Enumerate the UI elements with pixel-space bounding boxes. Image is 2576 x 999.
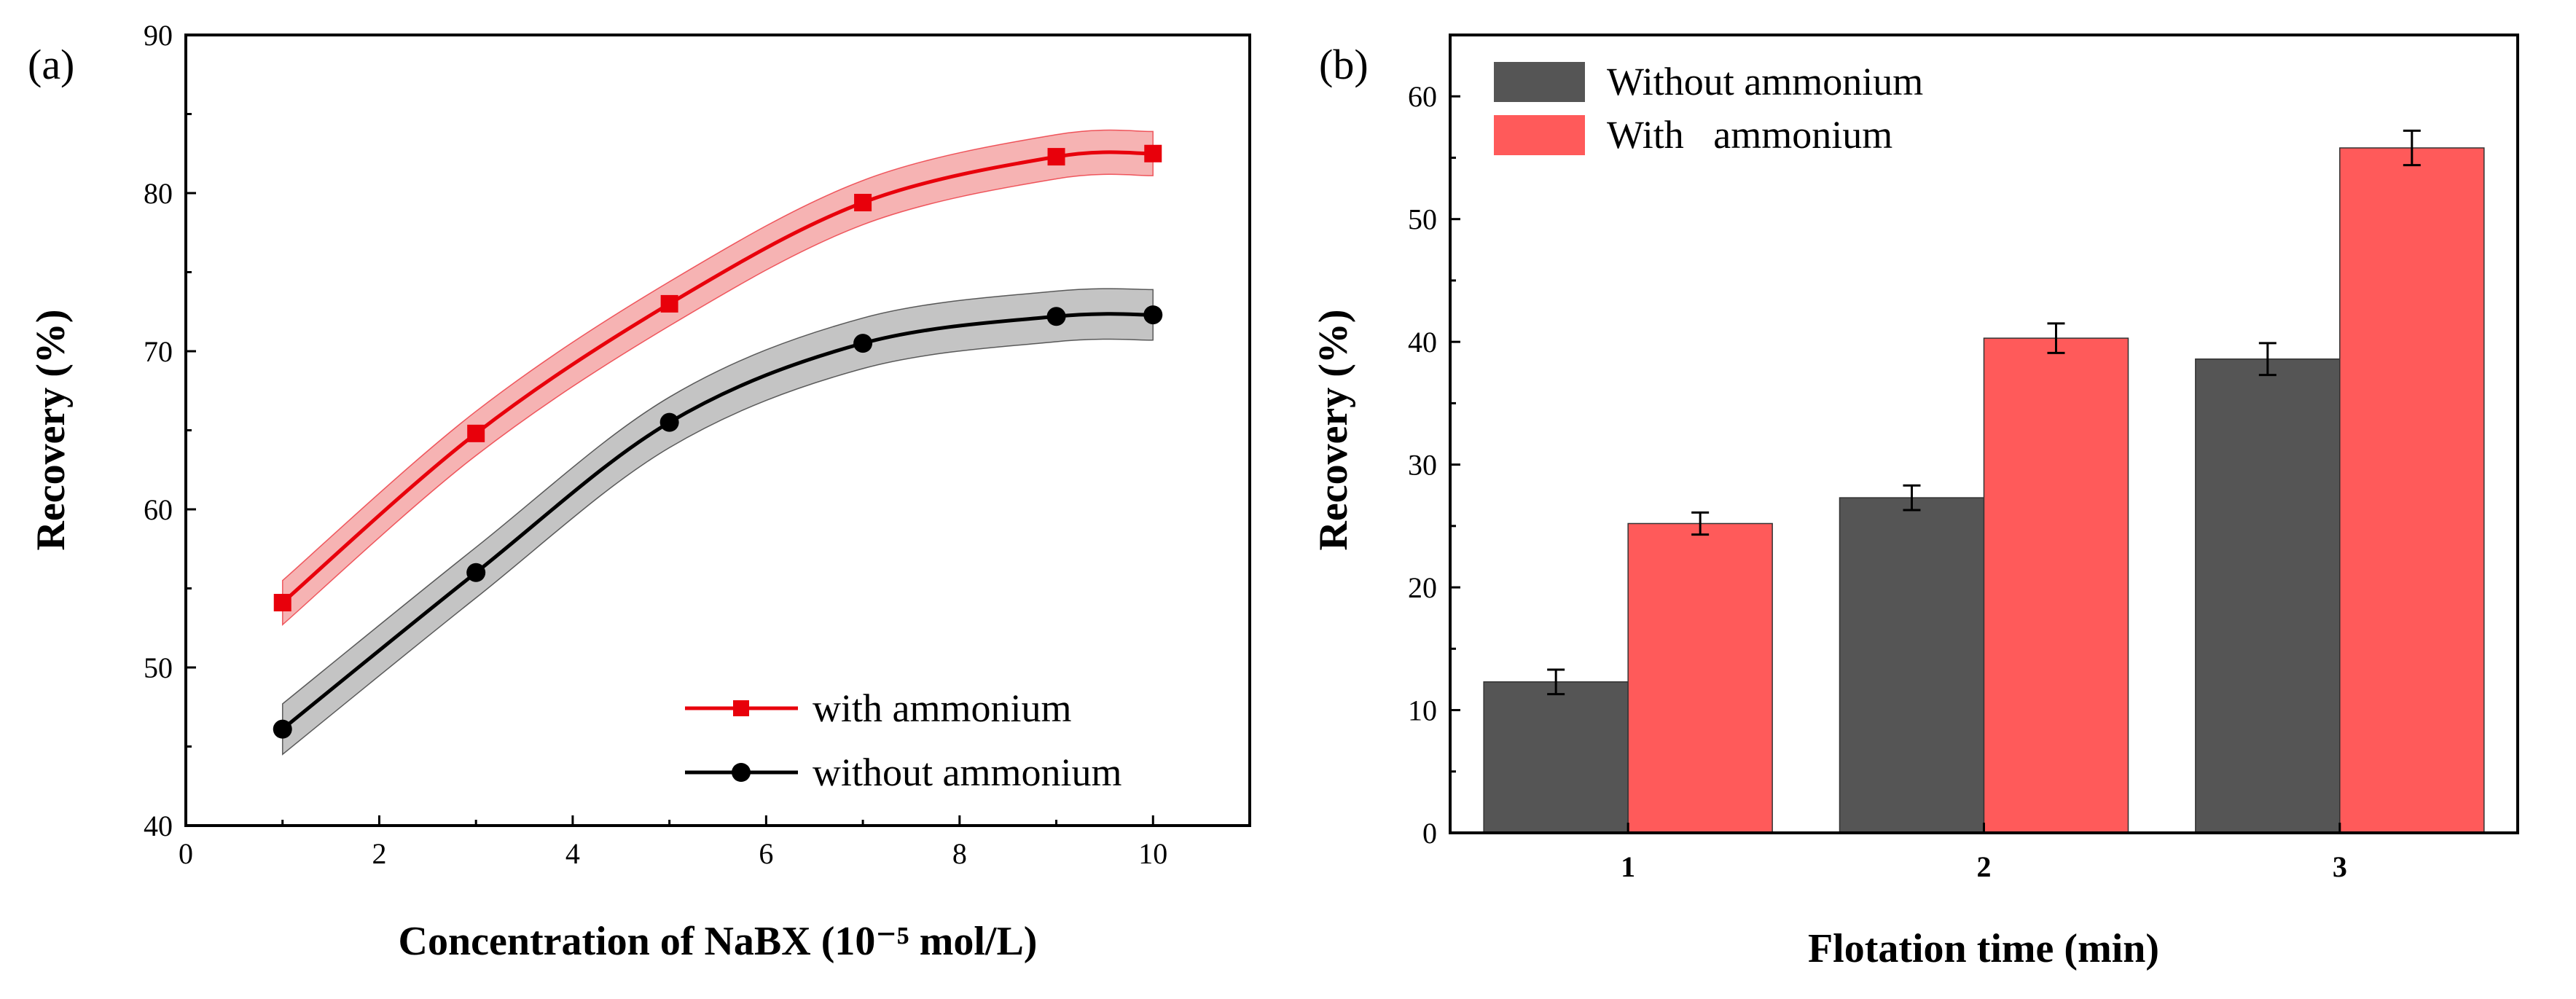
- a-xtick-label-1: 2: [372, 837, 386, 870]
- b-ytick-label-1: 10: [1408, 694, 1437, 727]
- a-ytick-label-1: 50: [144, 651, 173, 684]
- b-legend-swatch-with: [1494, 115, 1585, 155]
- a-point-0-4: [1047, 148, 1065, 166]
- b-x-axis-title: Flotation time (min): [1808, 926, 2159, 971]
- a-xtick-label-2: 4: [565, 837, 580, 870]
- a-band-1: [281, 288, 1154, 756]
- a-x-axis-title: Concentration of NaBX (10⁻⁵ mol/L): [399, 919, 1038, 964]
- b-xtick-label-0: 1: [1621, 850, 1635, 883]
- a-point-1-4: [1046, 307, 1066, 326]
- b-ytick-label-6: 60: [1408, 80, 1437, 113]
- a-confidence-bands: [281, 129, 1154, 756]
- a-legend-marker-without: [732, 763, 751, 782]
- a-ytick-label-2: 60: [144, 493, 173, 526]
- b-bar-0-0: [1483, 681, 1629, 834]
- a-legend-label-without: without ammonium: [813, 751, 1122, 794]
- b-legend: Without ammonium With ammonium: [1494, 60, 1923, 157]
- a-point-0-5: [1144, 144, 1162, 162]
- a-xtick-label-5: 10: [1138, 837, 1167, 870]
- b-xtick-label-2: 3: [2333, 850, 2347, 883]
- panel-label-a: (a): [28, 41, 74, 88]
- a-y-ticks: 40 50 60 70 80 90: [144, 19, 196, 842]
- a-point-1-0: [273, 719, 292, 739]
- a-legend-label-with: with ammonium: [813, 686, 1071, 730]
- b-ytick-label-3: 30: [1408, 449, 1437, 482]
- a-point-1-5: [1143, 305, 1163, 325]
- b-ytick-label-0: 0: [1422, 817, 1437, 850]
- a-ytick-label-4: 80: [144, 177, 173, 210]
- b-y-axis-title: Recovery (%): [1311, 309, 1356, 550]
- b-legend-label-without: Without ammonium: [1607, 60, 1923, 103]
- a-point-0-0: [273, 594, 291, 612]
- b-bar-0-2: [2195, 358, 2341, 834]
- chart-b: (b) 1 2 3 0 10 20 30 40 50 60 Without ammonium W…: [1311, 34, 2519, 971]
- b-legend-swatch-without: [1494, 62, 1585, 102]
- a-ytick-label-3: 70: [144, 335, 173, 368]
- b-bar-1-0: [1627, 522, 1773, 834]
- b-ytick-label-4: 40: [1408, 326, 1437, 359]
- b-legend-label-with: With ammonium: [1607, 113, 1892, 157]
- b-x-ticks: 1 2 3: [1621, 823, 2347, 883]
- b-ytick-label-5: 50: [1408, 203, 1437, 236]
- b-bar-1-2: [2339, 147, 2485, 834]
- a-xtick-label-0: 0: [179, 837, 193, 870]
- a-point-0-1: [467, 424, 485, 442]
- b-ytick-label-2: 20: [1408, 571, 1437, 604]
- chart-a: (a) 0 2 4 6 8 10 40 50 60 70 80 90 with ammonium w…: [28, 19, 1251, 964]
- a-point-1-2: [659, 412, 679, 432]
- panel-label-b: (b): [1319, 41, 1369, 88]
- a-ytick-label-5: 90: [144, 19, 173, 52]
- a-xtick-label-3: 6: [759, 837, 773, 870]
- a-point-0-3: [854, 194, 872, 212]
- a-legend: with ammonium without ammonium: [685, 686, 1122, 794]
- a-point-1-1: [466, 563, 486, 582]
- a-x-ticks: 0 2 4 6 8 10: [179, 815, 1167, 870]
- a-legend-marker-with: [733, 700, 749, 716]
- a-markers: [273, 144, 1163, 739]
- a-xtick-label-4: 8: [952, 837, 967, 870]
- a-band-0: [281, 129, 1154, 627]
- b-bars: [1483, 147, 2485, 834]
- b-xtick-label-1: 2: [1977, 850, 1992, 883]
- b-y-ticks: 0 10 20 30 40 50 60: [1408, 80, 1460, 850]
- a-ytick-label-0: 40: [144, 810, 173, 842]
- a-point-1-3: [853, 334, 873, 353]
- a-point-0-2: [660, 294, 678, 313]
- b-bar-1-1: [1983, 337, 2129, 834]
- a-y-axis-title: Recovery (%): [28, 309, 74, 550]
- b-bar-0-1: [1839, 497, 1985, 834]
- b-error-bars: [1547, 129, 2421, 696]
